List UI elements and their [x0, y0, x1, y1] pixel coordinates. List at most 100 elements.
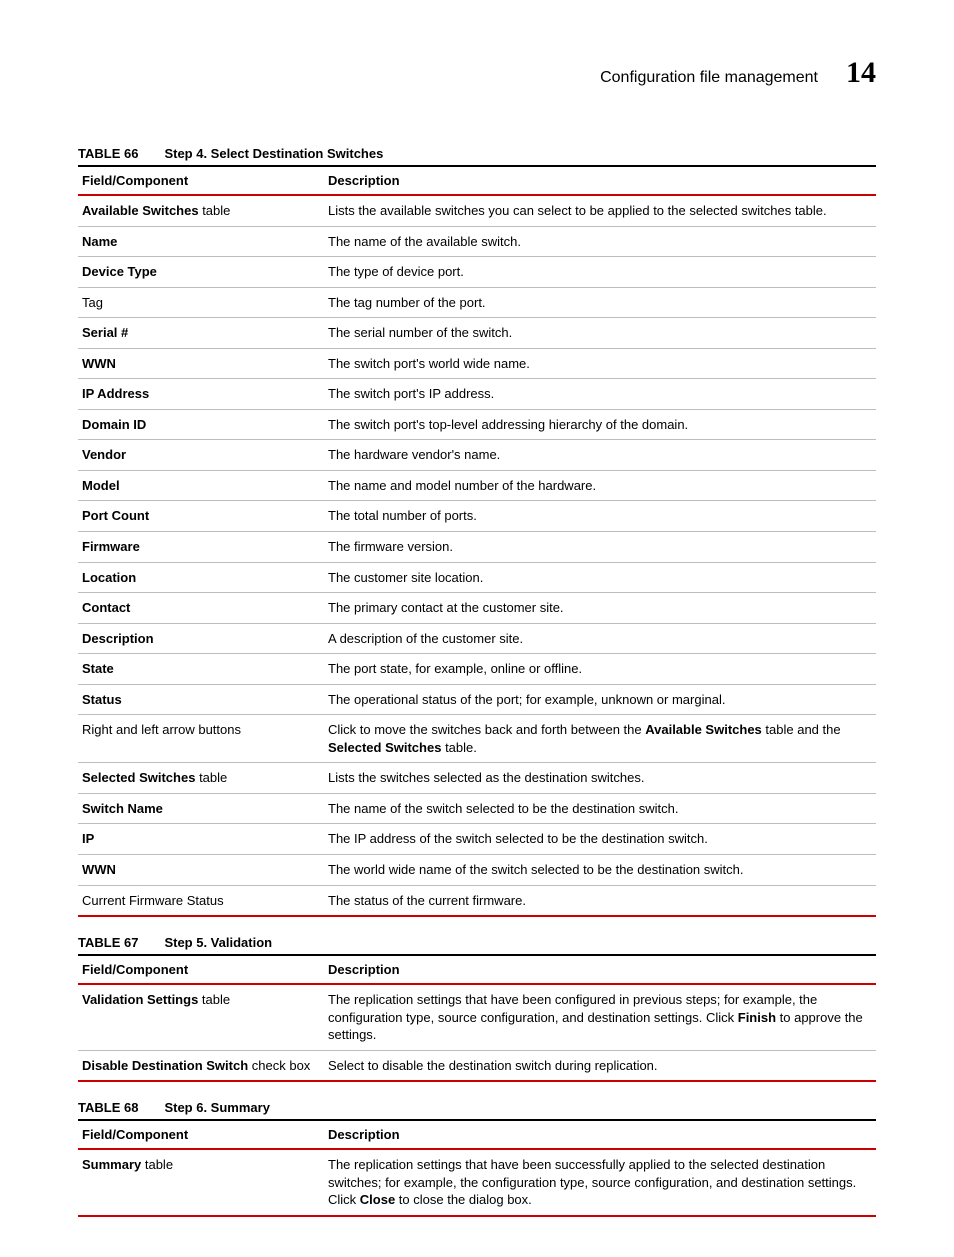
- cell-description: The IP address of the switch selected to…: [324, 824, 876, 855]
- cell-field: Contact: [78, 593, 324, 624]
- table-caption-68: TABLE 68 Step 6. Summary: [78, 1100, 876, 1115]
- cell-description: The customer site location.: [324, 562, 876, 593]
- cell-field: Right and left arrow buttons: [78, 715, 324, 763]
- table-row: DescriptionA description of the customer…: [78, 623, 876, 654]
- running-head-title: Configuration file management: [600, 69, 818, 87]
- table-header-row: Field/Component Description: [78, 166, 876, 195]
- page: Configuration file management 14 TABLE 6…: [0, 0, 954, 1257]
- cell-field: Disable Destination Switch check box: [78, 1050, 324, 1081]
- cell-description: The name of the switch selected to be th…: [324, 793, 876, 824]
- table-row: Summary tableThe replication settings th…: [78, 1149, 876, 1216]
- table-row: NameThe name of the available switch.: [78, 226, 876, 257]
- cell-description: The switch port's world wide name.: [324, 348, 876, 379]
- table-row: VendorThe hardware vendor's name.: [78, 440, 876, 471]
- cell-description: The tag number of the port.: [324, 287, 876, 318]
- cell-field: Available Switches table: [78, 195, 324, 226]
- col-header-field: Field/Component: [78, 166, 324, 195]
- cell-description: The serial number of the switch.: [324, 318, 876, 349]
- cell-description: Select to disable the destination switch…: [324, 1050, 876, 1081]
- col-header-desc: Description: [324, 1120, 876, 1149]
- cell-description: The switch port's top-level addressing h…: [324, 409, 876, 440]
- cell-description: The total number of ports.: [324, 501, 876, 532]
- cell-description: Lists the available switches you can sel…: [324, 195, 876, 226]
- col-header-desc: Description: [324, 166, 876, 195]
- table-label: TABLE 68: [78, 1100, 138, 1115]
- cell-description: The operational status of the port; for …: [324, 684, 876, 715]
- table-header-row: Field/Component Description: [78, 955, 876, 984]
- table-67: Field/Component Description Validation S…: [78, 954, 876, 1082]
- table-row: Current Firmware StatusThe status of the…: [78, 885, 876, 916]
- cell-field: WWN: [78, 348, 324, 379]
- table-68: Field/Component Description Summary tabl…: [78, 1119, 876, 1217]
- cell-description: The replication settings that have been …: [324, 1149, 876, 1216]
- table-row: Validation Settings tableThe replication…: [78, 984, 876, 1050]
- table-row: TagThe tag number of the port.: [78, 287, 876, 318]
- cell-description: A description of the customer site.: [324, 623, 876, 654]
- cell-field: Device Type: [78, 257, 324, 288]
- cell-field: IP: [78, 824, 324, 855]
- cell-field: Location: [78, 562, 324, 593]
- cell-description: The switch port's IP address.: [324, 379, 876, 410]
- table-row: Domain IDThe switch port's top-level add…: [78, 409, 876, 440]
- cell-field: Description: [78, 623, 324, 654]
- cell-field: Summary table: [78, 1149, 324, 1216]
- table-row: StateThe port state, for example, online…: [78, 654, 876, 685]
- cell-description: The firmware version.: [324, 532, 876, 563]
- table-row: Device TypeThe type of device port.: [78, 257, 876, 288]
- cell-description: The status of the current firmware.: [324, 885, 876, 916]
- cell-description: Lists the switches selected as the desti…: [324, 763, 876, 794]
- cell-description: The hardware vendor's name.: [324, 440, 876, 471]
- table-row: ContactThe primary contact at the custom…: [78, 593, 876, 624]
- table-label: TABLE 67: [78, 935, 138, 950]
- cell-field: Switch Name: [78, 793, 324, 824]
- cell-description: The name of the available switch.: [324, 226, 876, 257]
- cell-field: State: [78, 654, 324, 685]
- table-row: Right and left arrow buttonsClick to mov…: [78, 715, 876, 763]
- cell-description: Click to move the switches back and fort…: [324, 715, 876, 763]
- cell-field: IP Address: [78, 379, 324, 410]
- table-caption-66: TABLE 66 Step 4. Select Destination Swit…: [78, 146, 876, 161]
- table-row: Disable Destination Switch check boxSele…: [78, 1050, 876, 1081]
- col-header-field: Field/Component: [78, 955, 324, 984]
- table-title: Step 6. Summary: [164, 1100, 270, 1115]
- cell-description: The name and model number of the hardwar…: [324, 470, 876, 501]
- cell-field: Port Count: [78, 501, 324, 532]
- table-66: Field/Component Description Available Sw…: [78, 165, 876, 917]
- table-row: ModelThe name and model number of the ha…: [78, 470, 876, 501]
- table-row: Selected Switches tableLists the switche…: [78, 763, 876, 794]
- table-title: Step 5. Validation: [164, 935, 272, 950]
- table-row: WWNThe switch port's world wide name.: [78, 348, 876, 379]
- table-row: IP AddressThe switch port's IP address.: [78, 379, 876, 410]
- cell-description: The port state, for example, online or o…: [324, 654, 876, 685]
- col-header-desc: Description: [324, 955, 876, 984]
- col-header-field: Field/Component: [78, 1120, 324, 1149]
- cell-field: Domain ID: [78, 409, 324, 440]
- cell-field: Selected Switches table: [78, 763, 324, 794]
- table-row: FirmwareThe firmware version.: [78, 532, 876, 563]
- cell-field: Status: [78, 684, 324, 715]
- table-row: LocationThe customer site location.: [78, 562, 876, 593]
- table-row: Port CountThe total number of ports.: [78, 501, 876, 532]
- table-row: Available Switches tableLists the availa…: [78, 195, 876, 226]
- cell-field: Tag: [78, 287, 324, 318]
- cell-field: Serial #: [78, 318, 324, 349]
- table-row: Switch NameThe name of the switch select…: [78, 793, 876, 824]
- cell-description: The replication settings that have been …: [324, 984, 876, 1050]
- cell-field: Model: [78, 470, 324, 501]
- cell-field: Validation Settings table: [78, 984, 324, 1050]
- cell-description: The primary contact at the customer site…: [324, 593, 876, 624]
- cell-field: Vendor: [78, 440, 324, 471]
- page-header: Configuration file management 14: [78, 56, 876, 90]
- table-caption-67: TABLE 67 Step 5. Validation: [78, 935, 876, 950]
- table-row: Serial #The serial number of the switch.: [78, 318, 876, 349]
- table-row: WWNThe world wide name of the switch sel…: [78, 855, 876, 886]
- table-label: TABLE 66: [78, 146, 138, 161]
- cell-field: Current Firmware Status: [78, 885, 324, 916]
- chapter-number: 14: [846, 56, 876, 90]
- cell-description: The type of device port.: [324, 257, 876, 288]
- cell-field: Firmware: [78, 532, 324, 563]
- table-header-row: Field/Component Description: [78, 1120, 876, 1149]
- table-row: IPThe IP address of the switch selected …: [78, 824, 876, 855]
- table-row: StatusThe operational status of the port…: [78, 684, 876, 715]
- cell-description: The world wide name of the switch select…: [324, 855, 876, 886]
